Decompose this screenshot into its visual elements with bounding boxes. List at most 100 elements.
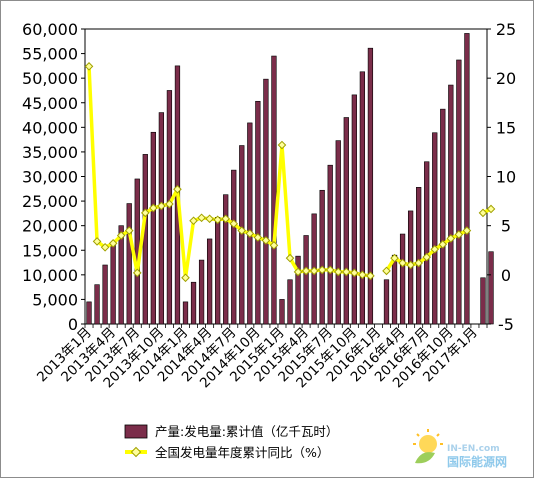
bar [287,279,293,325]
watermark-line2: 国际能源网 [447,454,507,469]
bar [215,217,221,325]
left-tick-label: 60,000 [22,20,78,39]
bar [150,131,156,325]
line-marker [173,184,182,194]
line-marker [84,62,94,71]
right-tick-label: 10 [496,168,516,187]
line-marker [124,226,134,235]
line-marker [478,208,488,218]
line-marker [350,268,359,278]
x-axis: 2013年1月2013年4月2013年7月2013年10月2014年1月2014… [34,324,488,391]
bar [94,284,100,325]
bar [86,301,92,325]
line-marker [317,265,327,275]
line-marker [325,265,335,275]
line-marker [390,253,399,263]
bar [271,55,277,325]
line-marker [333,267,343,277]
line-marker [253,233,263,242]
right-tick-label: 15 [496,118,516,137]
left-tick-label: 25,000 [22,192,78,211]
bar [182,301,189,325]
line-marker [414,258,423,268]
line-marker [309,266,319,276]
left-tick-label: 5,000 [32,290,78,309]
right-tick-label: 0 [501,266,511,285]
bar [247,122,253,325]
left-axis: 0 5,000 10,000 15,000 20,000 25,000 30,000 35,0… [22,20,85,334]
legend-bar-label: 产量:发电量:累计值（亿千瓦时） [155,424,338,439]
right-tick-label: -5 [498,315,514,334]
line-marker [229,219,239,229]
bar [102,264,108,325]
bar [126,203,132,325]
bar [464,33,470,325]
line-marker [462,226,472,235]
bar [263,78,269,325]
legend: 产量:发电量:累计值（亿千瓦时） 全国发电量年度累计同比（%） [124,424,338,460]
line-marker [277,140,287,150]
bar [456,59,462,325]
bar [198,259,205,325]
bar [488,251,494,325]
line-marker [100,242,110,252]
left-tick-label: 20,000 [22,217,78,236]
sun-rays-icon [413,429,443,445]
line-marker [116,231,126,240]
line-marker [197,213,206,223]
line-marker [430,244,440,254]
line-marker [382,266,391,276]
line-marker [221,214,231,224]
right-tick-label: 20 [496,69,516,88]
left-tick-label: 45,000 [22,94,78,113]
bar [335,140,341,325]
bar [432,132,438,325]
bar [319,189,325,325]
bar [190,281,197,325]
left-tick-label: 50,000 [22,69,78,88]
legend-line-label: 全国发电量年度累计同比（%） [155,445,329,460]
line-marker [92,237,102,246]
bar [424,161,430,325]
bar [142,154,148,325]
line-marker [486,204,496,214]
line-marker [140,208,150,218]
line-marker [438,240,448,249]
left-tick-label: 35,000 [22,143,78,162]
bar [110,245,116,325]
line-marker [285,253,295,263]
bar [118,225,124,325]
bar [416,187,422,325]
bar [303,235,309,325]
line-marker [398,258,407,268]
left-tick-label: 40,000 [22,118,78,137]
bar [327,164,333,325]
watermark-logo: IN-EN.com 国际能源网 [413,429,507,469]
bar [440,108,446,325]
bar [158,112,165,325]
line-marker [213,215,222,225]
line-marker [446,234,456,243]
line-series [84,62,496,283]
line-marker [245,229,255,238]
bar [343,117,349,325]
line-marker [341,267,351,277]
line-marker [181,273,190,283]
right-tick-label: 5 [501,217,511,236]
line-marker [406,260,415,270]
line-marker [205,214,214,224]
left-tick-label: 30,000 [22,168,78,187]
bar [231,169,237,325]
bar [295,255,301,325]
left-tick-label: 0 [68,315,78,334]
line-marker [261,236,271,245]
bar [448,84,454,325]
bar [480,277,486,325]
line-marker [301,266,311,276]
left-tick-label: 15,000 [22,241,78,260]
bar [206,238,213,325]
line-marker [237,226,247,235]
bar [279,299,285,325]
legend-line-marker [130,446,142,458]
legend-bar-swatch [124,424,148,439]
